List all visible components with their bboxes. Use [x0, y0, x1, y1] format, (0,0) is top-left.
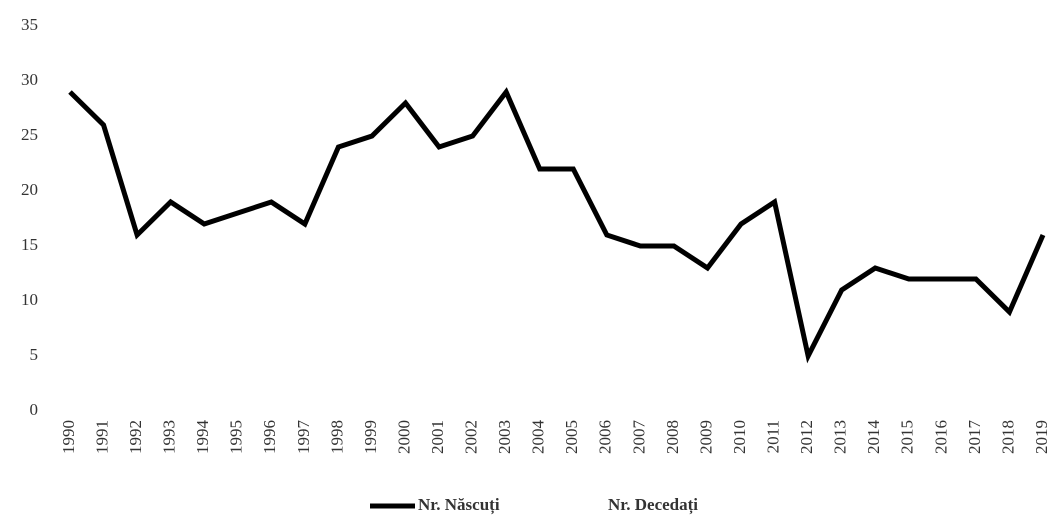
x-tick-label: 2000 [394, 420, 413, 454]
y-tick-label: 0 [30, 400, 39, 419]
x-tick-label: 2011 [763, 420, 782, 453]
x-tick-label: 2015 [898, 420, 917, 454]
y-tick-label: 15 [21, 235, 38, 254]
x-tick-label: 1998 [327, 420, 346, 454]
y-tick-label: 25 [21, 125, 38, 144]
x-tick-label: 2019 [1032, 420, 1051, 454]
y-tick-label: 35 [21, 15, 38, 34]
x-tick-label: 2009 [696, 420, 715, 454]
x-tick-label: 1996 [260, 420, 279, 454]
x-tick-label: 2014 [864, 420, 883, 455]
x-tick-label: 2004 [529, 420, 548, 455]
x-tick-label: 2008 [663, 420, 682, 454]
x-tick-label: 1990 [59, 420, 78, 454]
x-tick-label: 2010 [730, 420, 749, 454]
legend-label: Nr. Născuți [418, 495, 500, 515]
y-tick-label: 5 [30, 345, 39, 364]
y-tick-label: 10 [21, 290, 38, 309]
x-tick-label: 2018 [998, 420, 1017, 454]
x-tick-label: 1993 [160, 420, 179, 454]
y-tick-label: 30 [21, 70, 38, 89]
y-tick-label: 20 [21, 180, 38, 199]
x-tick-label: 1994 [193, 420, 212, 455]
x-tick-label: 2013 [831, 420, 850, 454]
x-tick-label: 2003 [495, 420, 514, 454]
series-line [68, 87, 1046, 364]
x-tick-label: 1992 [126, 420, 145, 454]
x-tick-label: 2005 [562, 420, 581, 454]
x-tick-label: 1999 [361, 420, 380, 454]
x-tick-label: 2001 [428, 420, 447, 454]
x-tick-label: 2017 [965, 420, 984, 455]
x-tick-label: 2002 [462, 420, 481, 454]
x-tick-label: 1997 [294, 420, 313, 455]
x-tick-label: 1995 [227, 420, 246, 454]
legend-label: Nr. Decedați [608, 495, 698, 515]
x-tick-label: 2012 [797, 420, 816, 454]
x-tick-label: 2007 [629, 420, 648, 455]
x-tick-label: 2006 [596, 420, 615, 454]
x-tick-label: 1991 [92, 420, 111, 454]
x-tick-label: 2016 [931, 420, 950, 454]
